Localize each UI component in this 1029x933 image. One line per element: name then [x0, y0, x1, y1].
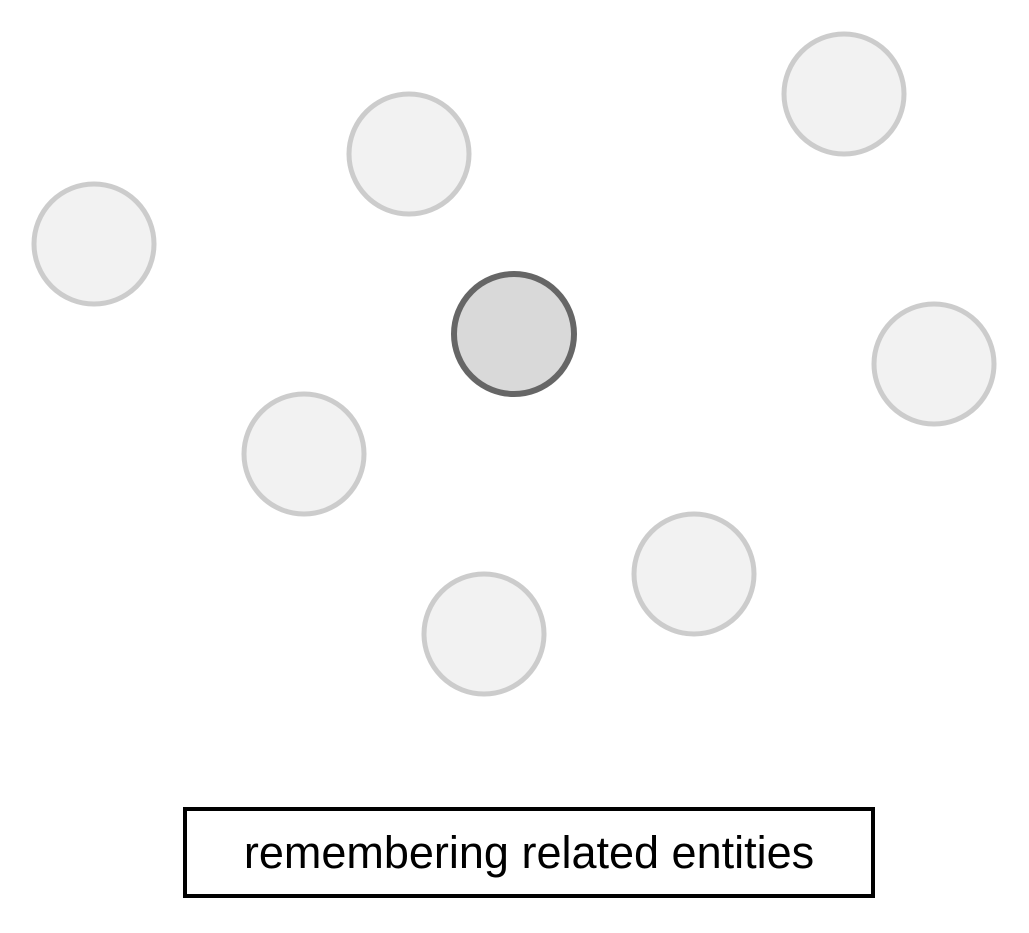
- related-entity-node-1: [31, 181, 157, 307]
- central-entity-node: [451, 271, 577, 397]
- related-entity-node-6: [631, 511, 757, 637]
- related-entity-node-3: [781, 31, 907, 157]
- related-entity-node-4: [871, 301, 997, 427]
- related-entity-node-2: [346, 91, 472, 217]
- caption-box: remembering related entities: [183, 807, 875, 898]
- related-entity-node-5: [241, 391, 367, 517]
- caption-text: remembering related entities: [243, 826, 815, 878]
- related-entity-node-7: [421, 571, 547, 697]
